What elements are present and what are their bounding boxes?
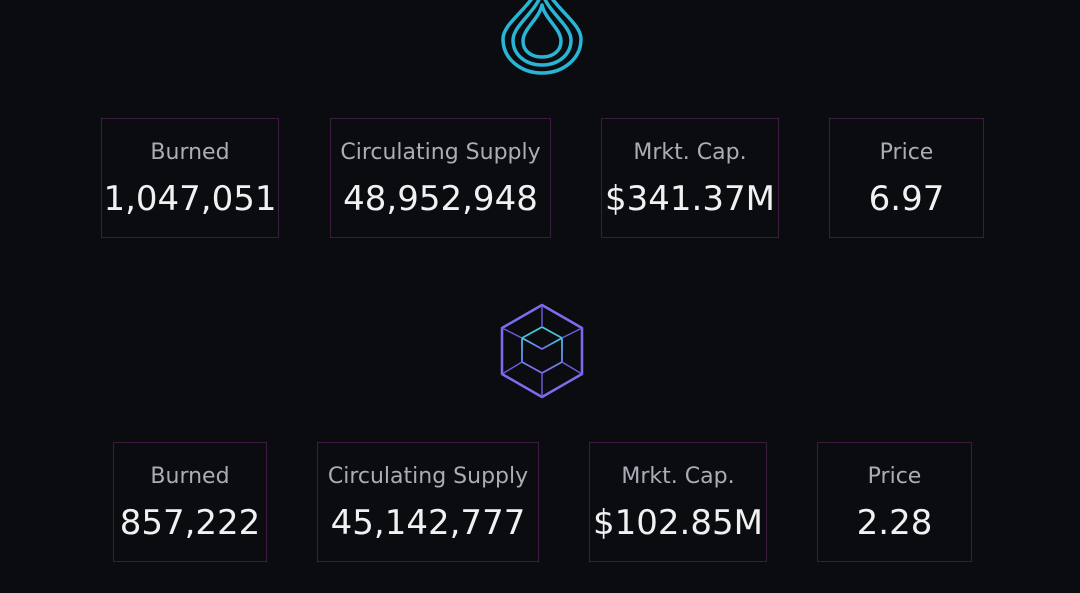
burned-value: 857,222 xyxy=(119,503,261,543)
token-1-stats: Burned 1,047,051 Circulating Supply 48,9… xyxy=(0,118,1080,240)
circulating-supply-value: 45,142,777 xyxy=(330,503,526,543)
market-cap-card: Mrkt. Cap. $102.85M xyxy=(589,442,767,562)
burned-card: Burned 1,047,051 xyxy=(101,118,279,238)
burned-label: Burned xyxy=(150,464,230,489)
water-drop-icon xyxy=(501,0,583,75)
market-cap-value: $341.37M xyxy=(605,179,775,219)
market-cap-label: Mrkt. Cap. xyxy=(621,464,735,489)
circulating-supply-label: Circulating Supply xyxy=(327,464,529,489)
burned-value: 1,047,051 xyxy=(103,179,277,219)
market-cap-value: $102.85M xyxy=(593,503,763,543)
price-card: Price 2.28 xyxy=(817,442,972,562)
price-card: Price 6.97 xyxy=(829,118,984,238)
burned-label: Burned xyxy=(150,140,230,165)
price-value: 6.97 xyxy=(868,179,945,219)
burned-card: Burned 857,222 xyxy=(113,442,267,562)
cube-icon xyxy=(500,303,584,399)
price-label: Price xyxy=(867,464,922,489)
circulating-supply-value: 48,952,948 xyxy=(343,179,538,219)
price-label: Price xyxy=(879,140,934,165)
circulating-supply-label: Circulating Supply xyxy=(340,140,541,165)
market-cap-card: Mrkt. Cap. $341.37M xyxy=(601,118,779,238)
circulating-supply-card: Circulating Supply 45,142,777 xyxy=(317,442,539,562)
circulating-supply-card: Circulating Supply 48,952,948 xyxy=(330,118,551,238)
token-2-stats: Burned 857,222 Circulating Supply 45,142… xyxy=(0,442,1080,564)
market-cap-label: Mrkt. Cap. xyxy=(633,140,747,165)
price-value: 2.28 xyxy=(856,503,933,543)
